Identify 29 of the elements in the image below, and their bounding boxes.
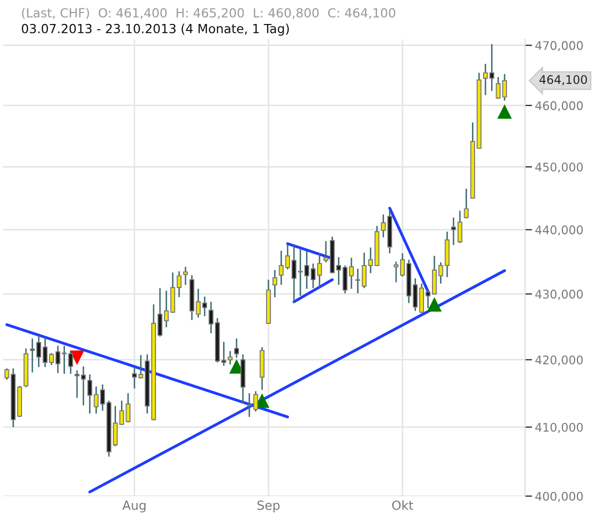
x-tick-label: Aug (122, 500, 146, 512)
y-tick-label: 450,000 (535, 162, 583, 173)
point (70, 350, 84, 366)
candlestick (253, 390, 258, 412)
candlestick (4, 368, 10, 380)
point (427, 297, 442, 312)
candlestick (228, 350, 233, 366)
y-tick-label: 440,000 (535, 225, 583, 236)
candlestick (183, 266, 188, 286)
y-tick-label: 460,000 (535, 101, 583, 112)
text: 464,100 (539, 75, 587, 86)
candlestick (202, 296, 208, 317)
candlestick (272, 269, 278, 298)
x-tick-label: Okt (392, 500, 414, 510)
candlestick (234, 338, 239, 358)
chart-title: (Last, CHF) O: 461,400 H: 465,200 L: 460,800 C: 464,100 (22, 8, 396, 20)
candlestick (380, 214, 386, 238)
candlestick (87, 374, 92, 414)
candlestick (464, 188, 469, 219)
y-tick-label: 410,000 (535, 422, 583, 433)
chart-subtitle: 03.07.2013 - 23.10.2013 (4 Monate, 1 Tag) (22, 24, 289, 36)
point (497, 104, 512, 119)
candlestick (355, 268, 360, 294)
y-tick-label: 400,000 (535, 492, 583, 502)
candlestick (246, 392, 252, 418)
y-tick-label: 470,000 (535, 41, 583, 52)
y-tick-label: 420,000 (535, 355, 583, 366)
x-tick-label: Sep (258, 500, 280, 512)
y-tick-label: 430,000 (535, 290, 583, 300)
